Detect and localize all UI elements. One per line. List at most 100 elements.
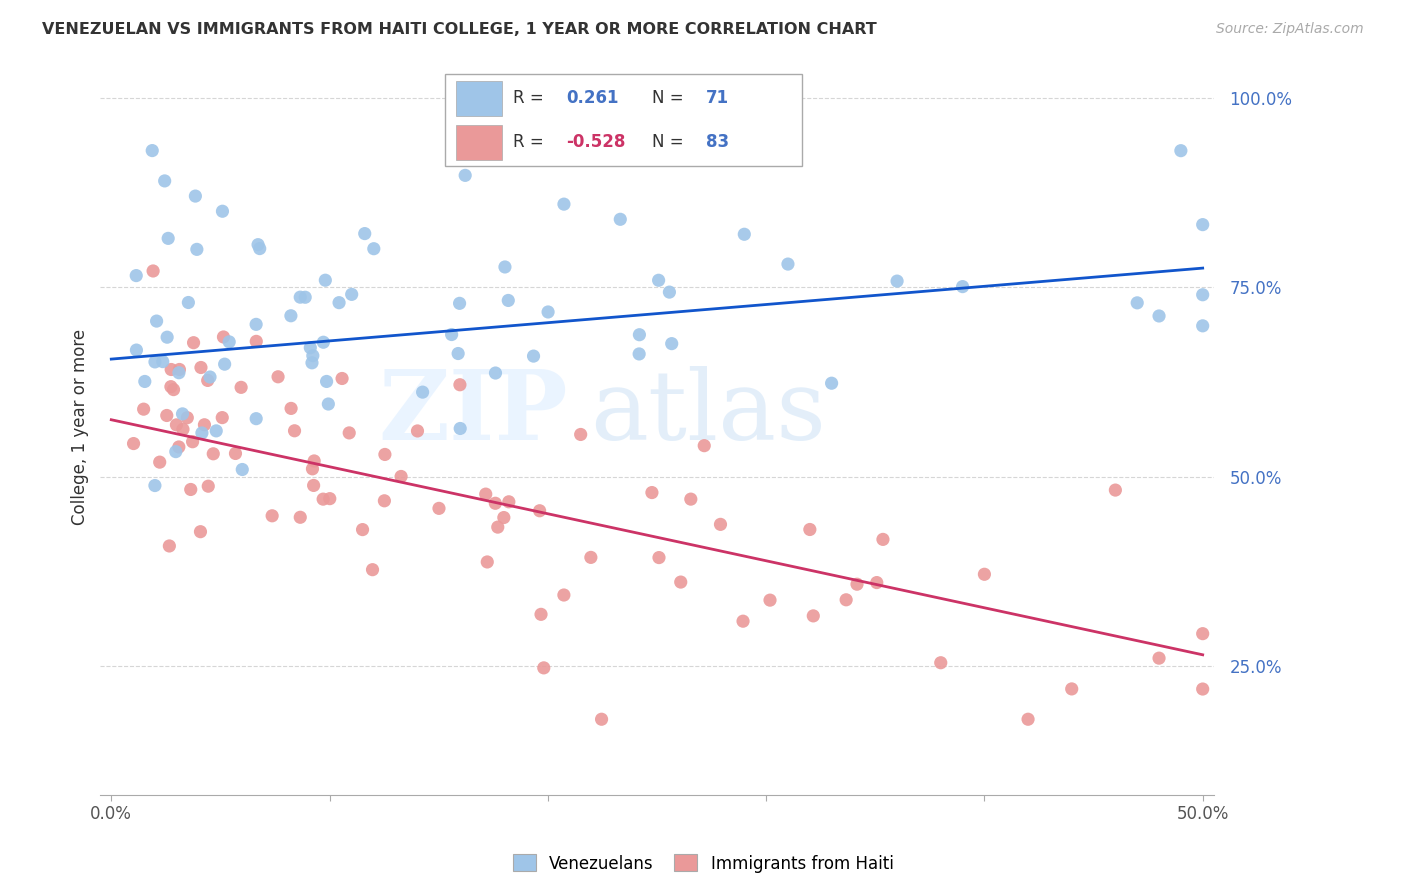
Point (553, 588, 575, 602)
Point (440, 327, 463, 342)
Point (190, 360, 212, 375)
Point (1104, 483, 1126, 497)
Point (299, 341, 322, 355)
Point (363, 242, 385, 256)
Point (181, 434, 204, 449)
Point (352, 523, 374, 537)
Point (301, 356, 323, 370)
Point (835, 592, 858, 607)
Point (245, 318, 267, 332)
Legend: Venezuelans, Immigrants from Haiti: Venezuelans, Immigrants from Haiti (506, 847, 900, 880)
Point (799, 523, 821, 537)
Point (245, 411, 267, 425)
Point (267, 369, 290, 384)
Point (165, 444, 187, 458)
Point (149, 455, 172, 469)
Point (427, 501, 450, 516)
Point (628, 327, 651, 342)
Point (280, 309, 302, 323)
Text: ZIP: ZIP (378, 366, 568, 459)
Point (647, 273, 669, 287)
Point (1191, 626, 1213, 640)
Text: Source: ZipAtlas.com: Source: ZipAtlas.com (1216, 22, 1364, 37)
Point (160, 362, 183, 376)
Point (312, 492, 335, 507)
Point (294, 290, 316, 304)
Point (886, 274, 908, 288)
Point (447, 346, 470, 360)
Point (249, 242, 271, 256)
Point (319, 491, 342, 506)
Point (167, 366, 190, 380)
Point (374, 447, 396, 461)
Point (449, 296, 471, 310)
Point (530, 607, 553, 622)
Point (229, 380, 252, 394)
Point (498, 293, 520, 308)
Point (162, 383, 184, 397)
Point (733, 227, 755, 242)
Point (202, 447, 225, 461)
Point (449, 421, 471, 435)
Point (484, 366, 506, 380)
Point (318, 397, 340, 411)
Point (160, 379, 183, 393)
Point (143, 478, 166, 492)
Point (186, 243, 208, 257)
Point (125, 343, 148, 357)
Point (658, 285, 681, 299)
Point (134, 375, 156, 389)
Point (132, 402, 155, 417)
Point (1191, 681, 1213, 696)
Point (183, 335, 205, 350)
Point (328, 295, 350, 310)
Point (169, 362, 191, 376)
Point (361, 563, 384, 577)
Point (290, 510, 312, 524)
Point (731, 614, 754, 628)
Point (641, 485, 664, 500)
Point (1170, 144, 1192, 158)
Point (180, 483, 202, 497)
Point (537, 305, 560, 319)
Point (389, 469, 412, 483)
Point (314, 273, 336, 287)
Point (211, 410, 233, 425)
Point (177, 295, 200, 310)
Point (315, 375, 337, 389)
Point (156, 330, 179, 344)
Point (340, 287, 363, 301)
Point (669, 575, 692, 590)
Point (1147, 651, 1170, 665)
Point (1191, 318, 1213, 333)
Point (153, 174, 176, 188)
Point (184, 189, 207, 203)
Point (494, 260, 516, 274)
Point (492, 510, 515, 524)
Point (290, 290, 312, 304)
Point (569, 427, 592, 442)
Point (330, 371, 353, 385)
Point (454, 169, 477, 183)
Point (302, 478, 325, 492)
Point (283, 424, 305, 438)
Point (484, 496, 506, 510)
Point (193, 417, 215, 432)
Text: VENEZUELAN VS IMMIGRANTS FROM HAITI COLLEGE, 1 YEAR OR MORE CORRELATION CHART: VENEZUELAN VS IMMIGRANTS FROM HAITI COLL… (42, 22, 877, 37)
Point (373, 493, 395, 508)
Point (872, 533, 894, 547)
Point (693, 439, 716, 453)
Point (801, 608, 824, 623)
Point (952, 279, 974, 293)
Point (1126, 296, 1149, 310)
Point (579, 550, 602, 565)
Point (353, 227, 375, 241)
Point (477, 555, 499, 569)
Point (280, 401, 302, 416)
Point (302, 349, 325, 363)
Point (529, 504, 551, 518)
Point (759, 593, 782, 607)
Point (198, 370, 221, 384)
Point (172, 407, 194, 421)
Point (498, 495, 520, 509)
